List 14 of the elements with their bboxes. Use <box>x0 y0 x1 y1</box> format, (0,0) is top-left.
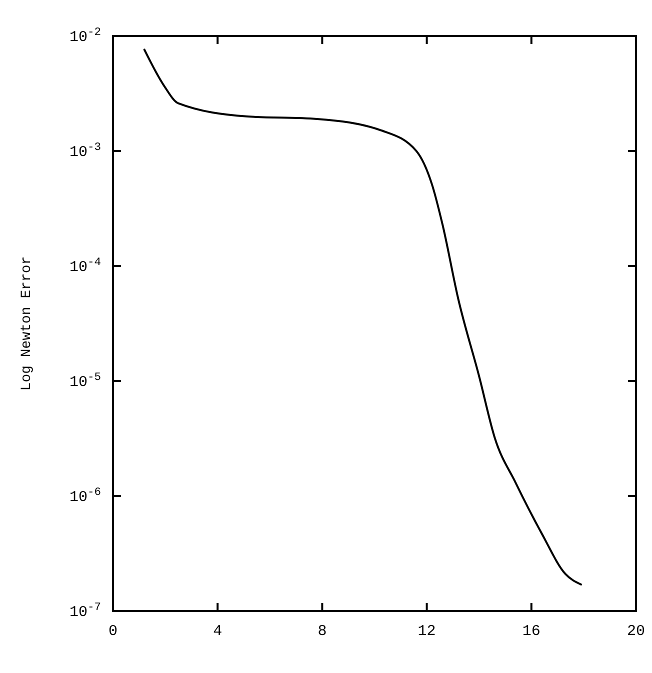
x-tick-label: 16 <box>522 623 540 640</box>
x-tick-label: 20 <box>626 623 646 640</box>
y-axis-title: Log Newton Error <box>19 256 35 391</box>
y-tick-label: 10$^{-4}$ <box>69 257 102 276</box>
y-tick-label: 10$^{-6}$ <box>69 487 102 506</box>
x-tick-label: 12 <box>418 623 436 640</box>
y-tick-label: 10$^{-5}$ <box>69 372 102 391</box>
y-tick-label: 10$^{-3}$ <box>69 142 102 161</box>
x-tick-label: 0 <box>108 623 118 640</box>
y-tick-label: 10$^{-7}$ <box>69 602 101 621</box>
line-series <box>143 48 582 586</box>
x-tick-label: 4 <box>213 623 222 640</box>
y-tick-label: 10$^{-2}$ <box>69 27 101 46</box>
x-tick-label: 8 <box>318 623 327 640</box>
